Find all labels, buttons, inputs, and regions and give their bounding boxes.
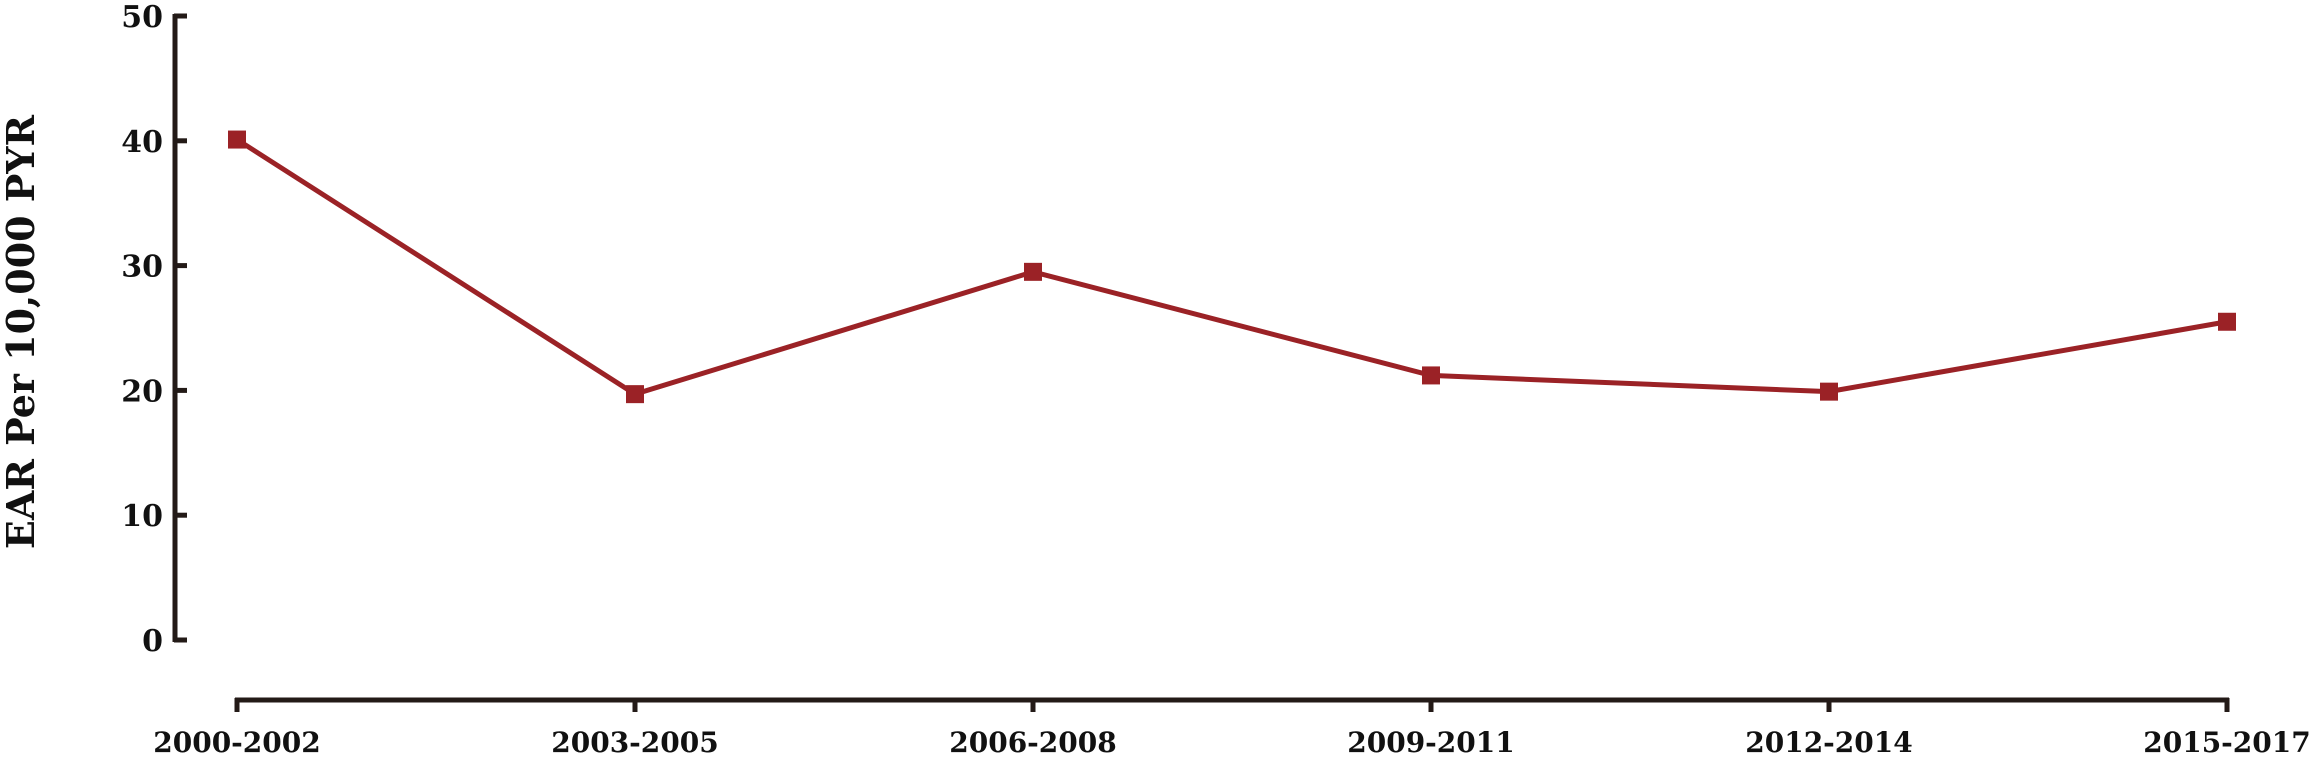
data-point-marker	[1820, 382, 1838, 401]
x-axis: 2000-2002 2003-2005 2006-2008 2009-2011 2012…	[153, 697, 2311, 759]
x-tick-label: 2003-2005	[551, 726, 718, 759]
data-point-marker	[626, 385, 644, 404]
y-tick-label: 0	[142, 624, 163, 659]
x-tick-label: 2000-2002	[153, 726, 320, 759]
data-point-marker	[1024, 262, 1042, 281]
y-tick-label: 30	[121, 250, 163, 285]
y-tick-label: 40	[121, 125, 163, 160]
x-tick-label: 2015-2017	[2143, 726, 2310, 759]
x-tick-label: 2009-2011	[1347, 726, 1514, 759]
series-line	[235, 137, 2228, 397]
data-point-marker	[2218, 312, 2236, 331]
y-tick-label: 50	[121, 0, 163, 35]
y-tick-label: 20	[121, 374, 163, 409]
y-axis: 0 10 20 30 40 50	[121, 0, 187, 659]
y-tick-label: 10	[121, 499, 163, 534]
data-point-marker	[1422, 366, 1440, 385]
series-group	[228, 130, 2236, 404]
x-tick-label: 2012-2014	[1745, 726, 1912, 759]
data-point-marker	[228, 130, 246, 149]
x-tick-label: 2006-2008	[949, 726, 1116, 759]
y-axis-title: EAR Per 10,000 PYR	[0, 114, 43, 549]
